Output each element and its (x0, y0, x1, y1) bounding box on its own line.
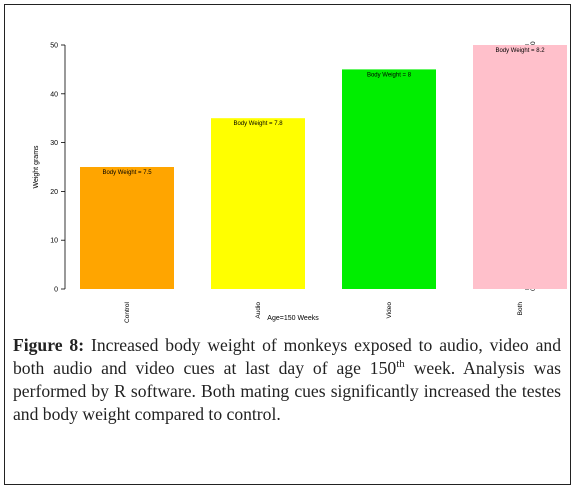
bar-video (342, 69, 436, 290)
caption-label: Figure 8: (13, 335, 85, 355)
bar-data-label: Body Weight = 7.5 (102, 170, 152, 176)
caption-text-after: week. Analysis was performed by R softwa… (13, 358, 561, 424)
plot-area: 0102030405005101520253035404550Body Weig… (50, 41, 567, 323)
y-axis-label: Weight grams (33, 145, 40, 189)
bar-audio (211, 118, 305, 289)
x-category-label: Control (124, 301, 131, 323)
right-axis-tick-label: 50 (530, 41, 537, 49)
bar-both (473, 45, 567, 289)
left-axis-tick-label: 10 (50, 238, 58, 245)
bar-data-label: Body Weight = 8.2 (495, 48, 545, 54)
x-axis-label: Age=150 Weeks (267, 315, 319, 322)
caption-text-before: Increased body weight of monkeys exposed… (13, 335, 561, 378)
x-category-label: Both (517, 302, 524, 316)
caption-superscript: th (396, 358, 405, 371)
left-axis-tick-label: 20 (50, 189, 58, 196)
x-category-label: Video (386, 302, 393, 319)
bar-control (80, 167, 174, 289)
left-axis-tick-label: 30 (50, 140, 58, 147)
left-axis-tick-label: 50 (50, 43, 58, 50)
figure-caption: Figure 8: Increased body weight of monke… (13, 334, 561, 426)
left-axis-tick-label: 0 (54, 287, 58, 294)
bar-data-label: Body Weight = 8 (367, 72, 412, 78)
bar-data-label: Body Weight = 7.8 (233, 121, 283, 127)
x-category-label: Audio (255, 302, 262, 319)
left-axis-tick-label: 40 (50, 91, 58, 98)
bar-chart: 0102030405005101520253035404550Body Weig… (33, 41, 567, 323)
